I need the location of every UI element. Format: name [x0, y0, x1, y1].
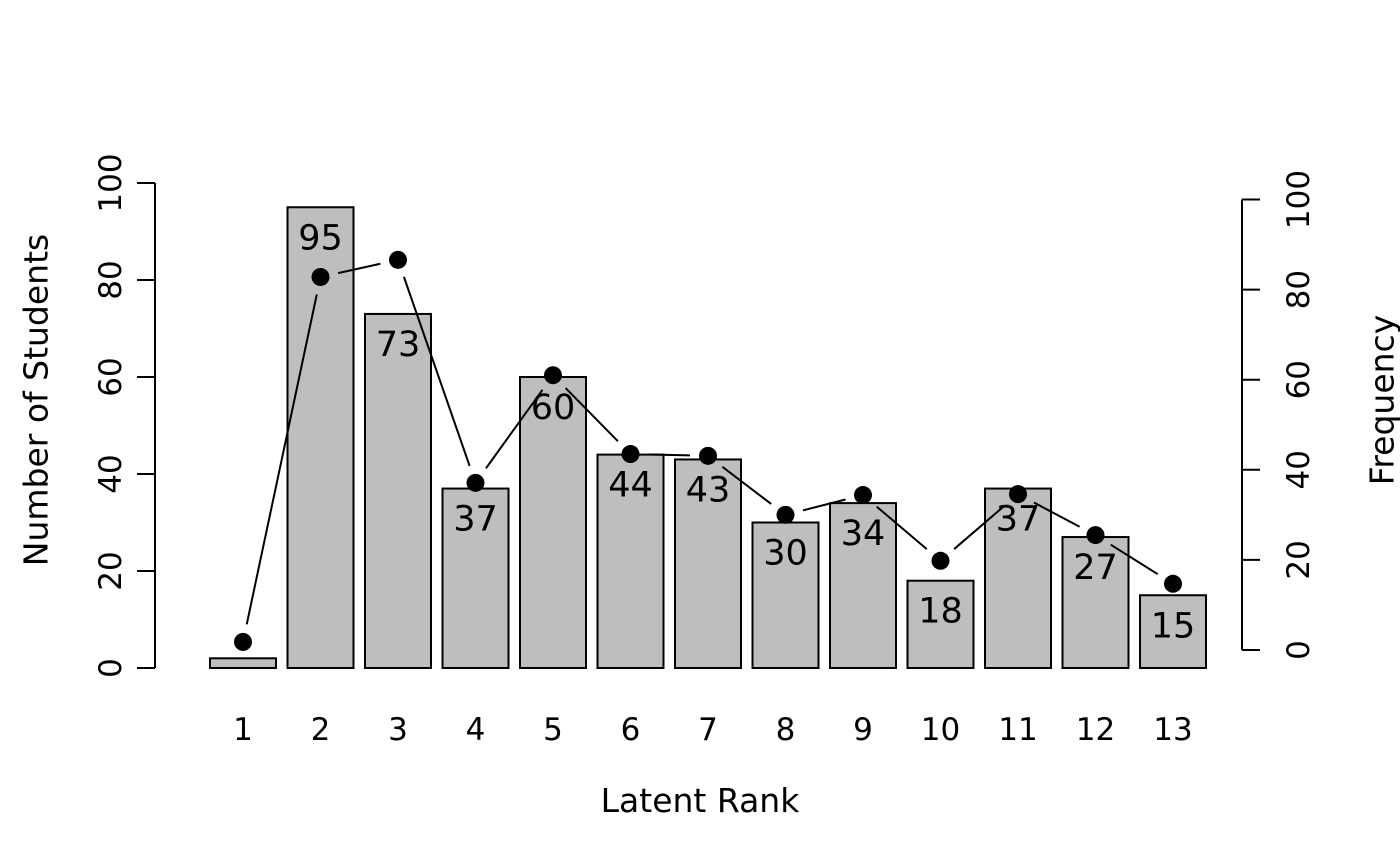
right-axis-tick-label: 80	[1281, 270, 1317, 309]
bar	[209, 657, 277, 669]
line-segment	[721, 465, 772, 505]
data-point	[931, 551, 950, 570]
x-axis-tick-label: 4	[466, 712, 486, 748]
data-point	[311, 267, 330, 286]
x-axis-tick-label: 5	[543, 712, 563, 748]
bar-value-label: 37	[453, 500, 498, 540]
x-axis-tick-label: 12	[1076, 712, 1115, 748]
data-point	[776, 505, 795, 524]
right-axis-tick-label: 20	[1281, 540, 1317, 579]
left-axis-tick-label: 100	[93, 153, 129, 212]
line-segment	[402, 276, 471, 467]
x-axis-tick-label: 9	[853, 712, 873, 748]
bar	[596, 453, 665, 669]
bar	[984, 487, 1052, 669]
left-axis-tick-label: 80	[93, 260, 129, 299]
right-axis-tick-label: 40	[1281, 450, 1317, 489]
line-segment	[953, 505, 1006, 550]
data-point	[1164, 574, 1182, 593]
bar-value-label: 73	[376, 325, 421, 365]
line-segment	[337, 262, 381, 275]
right-axis-tick-label: 60	[1281, 360, 1317, 399]
left-axis-tick-label: 20	[93, 551, 129, 590]
bar-value-label: 15	[1151, 606, 1196, 646]
bar-value-label: 60	[531, 388, 576, 428]
left-axis-title: Number of Students	[17, 234, 56, 566]
left-axis-tick-label: 0	[93, 658, 129, 678]
bar-value-label: 30	[763, 534, 808, 574]
data-point	[234, 632, 252, 651]
bar-value-label: 95	[298, 218, 343, 258]
line-segment	[802, 498, 846, 512]
x-axis-tick-label: 13	[1153, 712, 1192, 748]
left-axis-tick-label: 40	[93, 454, 129, 493]
line-segment	[245, 294, 318, 625]
bar	[441, 487, 510, 669]
right-axis-tick-label: 0	[1281, 640, 1317, 660]
x-axis-tick-label: 3	[388, 712, 408, 748]
bar-value-label: 37	[996, 500, 1041, 540]
data-point	[854, 486, 872, 505]
data-point	[389, 250, 407, 269]
x-axis-tick-label: 1	[233, 712, 253, 748]
x-axis-tick-label: 10	[921, 712, 960, 748]
x-axis-title: Latent Rank	[601, 781, 801, 820]
bar	[519, 376, 587, 669]
bar-value-label: 44	[608, 466, 653, 506]
bar	[1061, 536, 1130, 669]
line-segment	[1110, 543, 1159, 576]
bar	[1139, 594, 1207, 669]
data-point	[621, 445, 640, 464]
left-axis-tick-label: 60	[93, 357, 129, 396]
x-axis-tick-label: 2	[311, 712, 331, 748]
bar	[751, 521, 820, 669]
bar-value-label: 27	[1073, 548, 1118, 588]
right-axis-title: Frequency	[1363, 315, 1400, 485]
x-axis-tick-label: 7	[698, 712, 718, 748]
line-segment	[1033, 501, 1081, 528]
bar	[364, 312, 432, 669]
bar	[829, 502, 897, 669]
x-axis-tick-label: 8	[776, 712, 796, 748]
bar-value-label: 34	[841, 514, 886, 554]
right-axis-tick-label: 100	[1281, 170, 1317, 229]
line-segment	[485, 389, 544, 469]
data-point	[699, 446, 717, 465]
bar-value-label: 43	[686, 470, 731, 510]
data-point	[1086, 526, 1105, 545]
bar-value-label: 18	[918, 592, 963, 632]
data-point	[466, 473, 485, 492]
line-segment	[876, 505, 928, 550]
bar	[674, 458, 742, 670]
x-axis-tick-label: 6	[621, 712, 641, 748]
line-segment	[648, 453, 691, 457]
bar	[906, 579, 975, 670]
data-point	[544, 366, 562, 385]
x-axis-tick-label: 11	[998, 712, 1037, 748]
line-segment	[564, 387, 619, 442]
data-point	[1009, 485, 1027, 504]
